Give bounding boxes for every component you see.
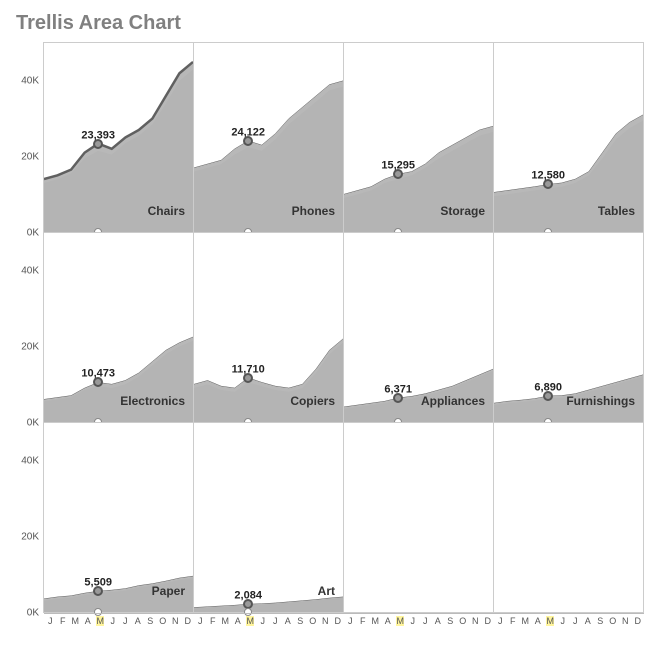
x-tick: A — [434, 616, 442, 626]
x-tick: M — [71, 616, 79, 626]
x-tick: J — [271, 616, 279, 626]
x-tick: F — [359, 616, 367, 626]
value-label: 2,084 — [234, 590, 262, 602]
x-tick: N — [471, 616, 479, 626]
panel — [343, 422, 494, 613]
x-tick: N — [321, 616, 329, 626]
x-tick: S — [146, 616, 154, 626]
x-tick: F — [59, 616, 67, 626]
x-tick: F — [209, 616, 217, 626]
x-tick: D — [334, 616, 342, 626]
panel — [493, 422, 644, 613]
panel: 6,371 Appliances — [343, 232, 494, 423]
panel: 6,890 Furnishings — [493, 232, 644, 423]
x-tick: J — [409, 616, 417, 626]
panel: 24,122 Phones — [193, 42, 344, 233]
x-tick: A — [234, 616, 242, 626]
x-tick: J — [346, 616, 354, 626]
y-tick: 40K — [21, 76, 39, 87]
value-label: 12,580 — [531, 170, 565, 182]
y-tick: 0K — [27, 608, 39, 619]
panel: 12,580 Tables — [493, 42, 644, 233]
x-tick: J — [46, 616, 54, 626]
x-tick: A — [284, 616, 292, 626]
x-tick: J — [559, 616, 567, 626]
category-label: Appliances — [421, 394, 485, 408]
x-tick: A — [384, 616, 392, 626]
x-axis: JFMAMJJASOND — [44, 613, 194, 633]
x-tick: M — [371, 616, 379, 626]
x-tick: J — [109, 616, 117, 626]
y-tick: 20K — [21, 152, 39, 163]
x-tick: D — [634, 616, 642, 626]
y-axis: 0K20K40K — [4, 233, 44, 423]
x-tick: D — [184, 616, 192, 626]
x-tick: A — [584, 616, 592, 626]
x-tick: J — [496, 616, 504, 626]
x-tick: A — [134, 616, 142, 626]
y-tick: 40K — [21, 266, 39, 277]
value-label: 11,710 — [232, 363, 265, 375]
x-tick: M — [96, 616, 104, 626]
panel: 11,710 Copiers — [193, 232, 344, 423]
x-tick: A — [84, 616, 92, 626]
value-label: 23,393 — [81, 129, 115, 141]
x-tick: S — [596, 616, 604, 626]
value-label: 15,295 — [381, 160, 415, 172]
y-tick: 40K — [21, 456, 39, 467]
trellis-grid: 0K 20K 40K 23,393 Chairs 24,122 Phones 15,295 St… — [4, 43, 644, 633]
panel: 15,295 Storage — [343, 42, 494, 233]
panel: 10,473 Electronics — [43, 232, 194, 423]
value-label: 5,509 — [84, 577, 112, 589]
x-tick: J — [571, 616, 579, 626]
y-tick: 20K — [21, 532, 39, 543]
panel: 23,393 Chairs — [43, 42, 194, 233]
x-tick: J — [259, 616, 267, 626]
y-axis: 0K20K40K — [4, 423, 44, 613]
category-label: Paper — [152, 584, 185, 598]
value-label: 6,890 — [534, 382, 562, 394]
x-tick: M — [396, 616, 404, 626]
x-tick: M — [221, 616, 229, 626]
x-axis: JFMAMJJASOND — [494, 613, 644, 633]
x-axis: JFMAMJJASOND — [344, 613, 494, 633]
x-tick: O — [609, 616, 617, 626]
x-tick: M — [521, 616, 529, 626]
x-tick: O — [309, 616, 317, 626]
x-tick: J — [196, 616, 204, 626]
panel: 2,084 Art — [193, 422, 344, 613]
x-tick: S — [296, 616, 304, 626]
category-label: Electronics — [120, 394, 185, 408]
value-label: 24,122 — [231, 126, 265, 138]
category-label: Chairs — [148, 204, 185, 218]
value-label: 10,473 — [81, 368, 115, 380]
x-axis: JFMAMJJASOND — [194, 613, 344, 633]
category-label: Phones — [292, 204, 335, 218]
x-tick: J — [121, 616, 129, 626]
panel: 5,509 Paper — [43, 422, 194, 613]
x-tick: N — [171, 616, 179, 626]
y-tick: 20K — [21, 342, 39, 353]
category-label: Storage — [440, 204, 485, 218]
x-tick: M — [246, 616, 254, 626]
x-tick: S — [446, 616, 454, 626]
x-tick: A — [534, 616, 542, 626]
x-tick: M — [546, 616, 554, 626]
category-label: Furnishings — [566, 394, 635, 408]
value-label: 6,371 — [384, 384, 412, 396]
x-tick: F — [509, 616, 517, 626]
x-tick: O — [459, 616, 467, 626]
category-label: Copiers — [290, 394, 335, 408]
x-tick: O — [159, 616, 167, 626]
x-tick: N — [621, 616, 629, 626]
y-axis: 0K20K40K — [4, 43, 44, 233]
chart-title: Trellis Area Chart — [0, 0, 650, 43]
category-label: Tables — [598, 204, 635, 218]
x-tick: J — [421, 616, 429, 626]
x-tick: D — [484, 616, 492, 626]
category-label: Art — [318, 584, 335, 598]
